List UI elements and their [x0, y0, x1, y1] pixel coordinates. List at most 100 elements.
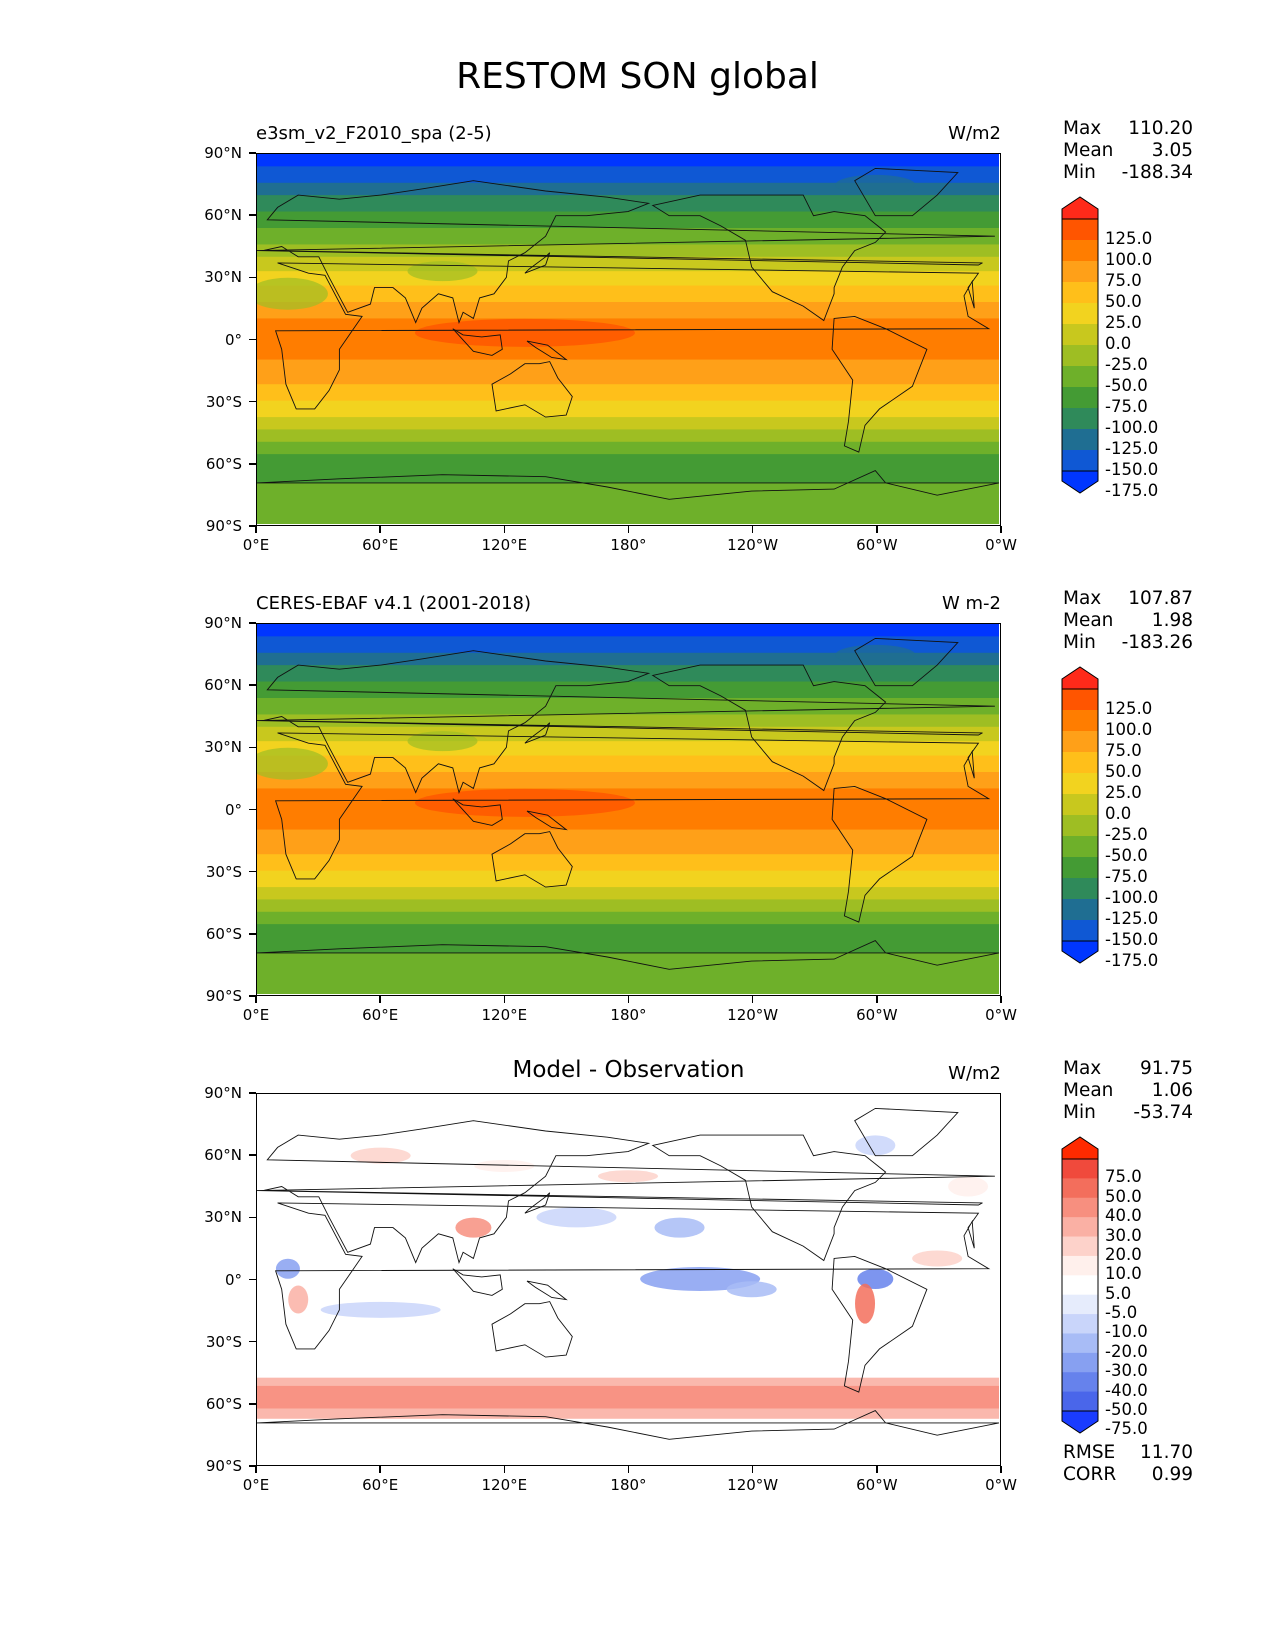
coastlines [257, 1107, 999, 1440]
colorbar-segment [1062, 1217, 1098, 1238]
mean-value: 1.06 [1151, 1080, 1193, 1101]
lat-tick [249, 400, 256, 403]
coastline [491, 1301, 573, 1358]
coastline [274, 732, 991, 880]
lon-tick-label: 0°W [985, 536, 1017, 554]
lon-tick [751, 996, 754, 1003]
colorbar-segment [1062, 1372, 1098, 1393]
colorbar-segment [1062, 857, 1098, 879]
coastlines [257, 637, 999, 970]
lon-tick [876, 526, 878, 533]
mean-label: Mean [1063, 610, 1114, 631]
lon-tick [1000, 996, 1002, 1003]
lat-tick [249, 622, 256, 624]
coastline [452, 798, 503, 826]
colorbar-tick-label: 5.0 [1105, 1283, 1132, 1303]
field-shading [257, 624, 999, 994]
stats-box: Max 107.87 Mean 1.98 Min -183.26 [1063, 588, 1193, 654]
colorbar-tick-label: -20.0 [1105, 1341, 1148, 1361]
min-label: Min [1063, 632, 1096, 653]
min-label: Min [1063, 162, 1096, 183]
colorbar-segment [1062, 878, 1098, 900]
coastline [526, 1280, 568, 1301]
lon-tick-label: 180° [610, 1476, 647, 1494]
lon-tick-label: 0°E [242, 1006, 270, 1024]
lat-tick-label: 90°N [204, 614, 242, 632]
lon-tick [876, 996, 878, 1003]
colorbar-segment [1062, 1352, 1098, 1373]
lat-tick [249, 525, 256, 527]
lat-tick [249, 1154, 256, 1156]
colorbar-segment [1062, 710, 1098, 732]
colorbar-tick-label: 25.0 [1105, 313, 1142, 332]
lon-tick-label: 60°E [362, 1476, 399, 1494]
coastline [854, 167, 959, 217]
lon-tick-label: 120°E [481, 1476, 528, 1494]
lat-tick [249, 338, 256, 341]
panel-units: W/m2 [948, 1063, 1001, 1084]
colorbar-tick-label: 50.0 [1105, 1186, 1142, 1206]
lon-tick-label: 60°W [856, 536, 898, 554]
lat-tick-label: 60°N [204, 1146, 242, 1165]
figure-title: RESTOM SON global [456, 56, 819, 97]
colorbar-tick-label: -5.0 [1105, 1303, 1138, 1323]
coastline [831, 785, 928, 923]
lon-tick [379, 996, 381, 1003]
lon-tick-label: 180° [610, 536, 647, 554]
panel-units: W m-2 [941, 593, 1001, 614]
colorbar-tick-label: 50.0 [1105, 292, 1142, 311]
lon-tick-label: 0°E [242, 1476, 270, 1494]
lat-tick [249, 1403, 256, 1405]
lon-tick-label: 0°W [985, 1476, 1017, 1494]
lat-tick [249, 808, 256, 811]
colorbar-tick-label: -125.0 [1105, 439, 1159, 458]
colorbar-tick-label: -75.0 [1105, 397, 1148, 416]
colorbar-segment [1062, 836, 1098, 858]
colorbar-tick-label: -50.0 [1105, 376, 1148, 395]
colorbar-tick-label: 25.0 [1105, 783, 1142, 802]
colorbar-segment [1062, 920, 1098, 942]
panel-model: e3sm_v2_F2010_spa (2-5) W/m2 Max 110.20 M… [0, 0, 1275, 554]
map-difference [256, 1093, 1001, 1466]
colorbar-tick-label: 0.0 [1105, 804, 1132, 823]
min-value: -183.26 [1121, 632, 1193, 653]
colorbar [1060, 665, 1110, 969]
colorbar-tick-label: -150.0 [1105, 460, 1159, 479]
lat-tick-label: 30°S [205, 1332, 242, 1351]
lat-tick [249, 684, 256, 686]
coastline [526, 340, 568, 361]
colorbar-segment [1062, 1178, 1098, 1199]
lon-tick [627, 526, 630, 533]
lat-tick-label: 30°S [205, 392, 242, 411]
max-label: Max [1063, 118, 1102, 139]
colorbar-tick-label: 75.0 [1105, 741, 1142, 760]
colorbar-tick-label: -50.0 [1105, 846, 1148, 865]
colorbar-tick-label: 75.0 [1105, 1167, 1142, 1187]
lat-tick-label: 30°N [204, 268, 242, 287]
coastline [257, 1410, 999, 1440]
map-model [256, 153, 1001, 526]
colorbar-segment [1062, 261, 1098, 283]
field-shading [257, 1094, 999, 1464]
coastline [854, 1107, 959, 1157]
corr-value: 0.99 [1151, 1464, 1193, 1485]
rmse-value: 11.70 [1140, 1442, 1193, 1463]
coastline [526, 810, 568, 831]
lon-tick [751, 526, 754, 533]
coastline [854, 637, 959, 687]
colorbar-tick-label: 125.0 [1105, 699, 1153, 718]
lat-tick [249, 1465, 256, 1467]
colorbar-segment [1062, 1197, 1098, 1218]
lat-tick-label: 90°S [205, 1457, 242, 1475]
colorbar-tick-label: -25.0 [1105, 355, 1148, 374]
coastline [257, 180, 995, 325]
metrics-box: RMSE 11.70 CORR 0.99 [1063, 1442, 1193, 1486]
lon-tick-label: 120°E [481, 1006, 528, 1024]
lat-tick-label: 30°N [204, 738, 242, 757]
lat-tick [249, 870, 256, 873]
lon-tick [255, 1466, 257, 1473]
lat-tick-label: 60°S [205, 1394, 242, 1413]
coastline [274, 262, 991, 410]
panel-title: Model - Observation [512, 1057, 745, 1083]
lat-tick-label: 0° [224, 330, 242, 349]
